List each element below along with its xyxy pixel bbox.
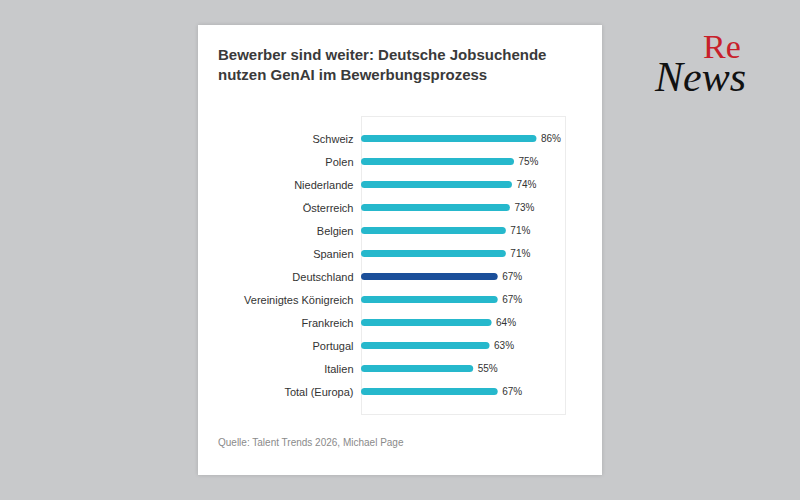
- svg-text:Total (Europa): Total (Europa): [284, 386, 353, 398]
- svg-text:71%: 71%: [510, 248, 530, 259]
- svg-text:Schweiz: Schweiz: [313, 133, 354, 145]
- svg-text:74%: 74%: [516, 179, 536, 190]
- svg-text:Deutschland: Deutschland: [292, 271, 353, 283]
- svg-text:67%: 67%: [502, 271, 522, 282]
- svg-text:86%: 86%: [541, 133, 561, 144]
- svg-text:75%: 75%: [519, 156, 539, 167]
- svg-text:Österreich: Österreich: [303, 202, 354, 214]
- svg-text:Polen: Polen: [325, 156, 353, 168]
- svg-text:Frankreich: Frankreich: [302, 317, 354, 329]
- svg-text:63%: 63%: [494, 340, 514, 351]
- svg-text:Portugal: Portugal: [313, 340, 354, 352]
- html-text:News: News: [655, 54, 746, 100]
- html-text:Quelle: Talent Trends 2026, Mi: Quelle: Talent Trends 2026, Michael Page: [218, 437, 404, 448]
- svg-text:64%: 64%: [496, 317, 516, 328]
- svg-text:Vereinigtes Königreich: Vereinigtes Königreich: [244, 294, 353, 306]
- html-text:Re: Re: [703, 28, 741, 65]
- html-text:Bewerber sind weiter: Deutsche: Bewerber sind weiter: Deutsche Jobsuchen…: [218, 46, 547, 83]
- svg-text:67%: 67%: [502, 294, 522, 305]
- svg-text:Belgien: Belgien: [317, 225, 354, 237]
- svg-text:Italien: Italien: [324, 363, 353, 375]
- svg-text:55%: 55%: [478, 363, 498, 374]
- svg-text:Niederlande: Niederlande: [294, 179, 353, 191]
- svg-text:Spanien: Spanien: [313, 248, 353, 260]
- svg-text:73%: 73%: [514, 202, 534, 213]
- svg-text:71%: 71%: [510, 225, 530, 236]
- svg-text:67%: 67%: [502, 386, 522, 397]
